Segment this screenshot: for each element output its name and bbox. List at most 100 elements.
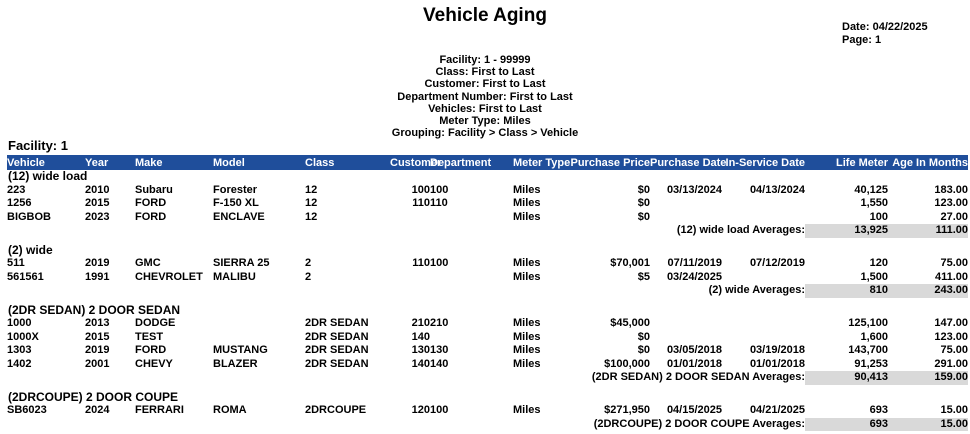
cell-meter-type: Miles (513, 210, 541, 223)
cell-department (430, 271, 513, 285)
cell-model: BLAZER (213, 357, 258, 370)
cell-age-in-months: 147.00 (934, 317, 968, 329)
cell-year: 2013 (85, 317, 110, 329)
group-average-age-in-months: 15.00 (888, 417, 968, 431)
cell-year: 2015 (85, 197, 110, 209)
vehicle-aging-table: Vehicle Year Make Model Class Customer D… (7, 155, 968, 431)
vehicle-row: 561561 1991 CHEVROLET MALIBU 2 Miles $5 03/24/2… (7, 271, 968, 285)
cell-meter-type: Miles (513, 330, 541, 343)
cell-age-in-months: 291.00 (934, 357, 968, 370)
cell-purchase-date (650, 331, 722, 345)
cell-class: 2 (305, 257, 312, 269)
cell-vehicle: 561561 (7, 270, 44, 283)
cell-vehicle: 1000 (7, 317, 32, 329)
vehicle-row: 1402 2001 CHEVY BLAZER 2DR SEDAN 140 140 Miles $… (7, 358, 968, 372)
col-header-age-in-months: Age In Months (888, 155, 968, 170)
cell-make: FORD (135, 210, 167, 223)
cell-meter-type: Miles (513, 357, 541, 370)
col-header-meter-type: Meter Type (513, 155, 571, 170)
cell-life-meter: 125,100 (848, 317, 888, 329)
cell-make: FERRARI (135, 404, 184, 416)
col-header-model: Model (213, 155, 305, 170)
cell-customer: 110 (412, 197, 430, 209)
col-header-vehicle: Vehicle (7, 155, 85, 170)
class-group-row: (12) wide load (7, 169, 968, 184)
group-averages-label: (2DR SEDAN) 2 DOOR SEDAN Averages: (591, 371, 805, 383)
group-average-age-in-months: 243.00 (888, 284, 968, 298)
cell-age-in-months: 15.00 (940, 404, 968, 416)
table-header-row: Vehicle Year Make Model Class Customer D… (7, 155, 968, 170)
cell-make: FORD (135, 344, 167, 356)
class-group-label: (2DRCOUPE) 2 DOOR COUPE (8, 389, 179, 404)
cell-in-service-date (722, 331, 805, 345)
filter-vehicles-range: Vehicles: First to Last (428, 102, 542, 115)
cell-class: 2 (305, 270, 312, 283)
class-group-label: (2) wide (8, 242, 53, 257)
vehicle-row: SB6023 2024 FERRARI ROMA 2DRCOUPE 120 100 Miles… (7, 404, 968, 418)
cell-age-in-months: 123.00 (934, 330, 968, 343)
cell-class: 2DRCOUPE (305, 404, 367, 416)
col-header-make: Make (135, 155, 213, 170)
col-header-year: Year (85, 155, 135, 170)
cell-year: 2015 (85, 330, 110, 343)
cell-make: FORD (135, 197, 167, 209)
cell-meter-type: Miles (513, 197, 541, 209)
report-date-line: Date: 04/22/2025 (842, 21, 928, 34)
report-page-line: Page: 1 (842, 34, 928, 47)
cell-year: 2019 (85, 344, 110, 356)
cell-vehicle: SB6023 (7, 404, 47, 416)
cell-meter-type: Miles (513, 183, 541, 196)
group-averages-label: (12) wide load Averages: (676, 224, 805, 236)
cell-purchase-date: 01/01/2018 (666, 357, 722, 370)
filter-class-range: Class: First to Last (435, 66, 535, 79)
cell-model: ENCLAVE (213, 210, 265, 223)
cell-life-meter: 91,253 (854, 357, 888, 370)
col-header-purchase-date: Purchase Date (650, 155, 727, 170)
cell-purchase-price: $70,001 (610, 257, 650, 269)
cell-class: 12 (305, 210, 318, 223)
cell-class: 2DR SEDAN (305, 317, 369, 329)
vehicle-row: 1303 2019 FORD MUSTANG 2DR SEDAN 130 130 Miles $… (7, 344, 968, 358)
class-group-row: (2) wide (7, 242, 968, 258)
cell-department: 210 (430, 317, 449, 329)
cell-age-in-months: 183.00 (934, 183, 968, 196)
cell-in-service-date (722, 271, 805, 285)
cell-purchase-date: 03/13/2024 (666, 183, 722, 196)
cell-meter-type: Miles (513, 270, 541, 283)
cell-purchase-price: $0 (637, 183, 650, 196)
group-average-life-meter: 810 (805, 284, 888, 298)
cell-purchase-date: 04/15/2025 (666, 404, 722, 416)
cell-customer: 210 (411, 317, 430, 329)
filter-meter-type: Meter Type: Miles (439, 115, 531, 128)
cell-customer: 140 (411, 330, 430, 343)
cell-in-service-date: 04/13/2024 (749, 183, 805, 196)
cell-department: 100 (430, 257, 449, 269)
cell-purchase-price: $5 (637, 270, 650, 283)
cell-year: 2019 (85, 257, 110, 269)
cell-department: 100 (430, 183, 449, 196)
cell-vehicle: 1303 (7, 344, 32, 356)
group-averages-row: (2) wide Averages: 810 243.00 (7, 284, 968, 298)
col-header-life-meter: Life Meter (805, 155, 888, 170)
vehicle-row: 1256 2015 FORD F-150 XL 12 110 110 Miles $0 1,550… (7, 197, 968, 211)
group-averages-label: (2) wide Averages: (708, 284, 805, 296)
cell-purchase-date: 03/24/2025 (666, 270, 722, 283)
cell-model (213, 331, 305, 345)
cell-department: 100 (430, 404, 449, 416)
filter-facility-range: Facility: 1 - 99999 (439, 54, 531, 66)
table-header: Vehicle Year Make Model Class Customer D… (7, 155, 968, 170)
cell-model (213, 317, 305, 331)
cell-vehicle: 1000X (7, 330, 39, 343)
filter-department-range: Department Number: First to Last (397, 90, 573, 103)
vehicle-row: BIGBOB 2023 FORD ENCLAVE 12 Miles $0 100 27.00 (7, 211, 968, 225)
cell-model: SIERRA 25 (213, 257, 270, 269)
cell-class: 2DR SEDAN (305, 344, 369, 356)
cell-meter-type: Miles (513, 257, 541, 269)
cell-in-service-date (722, 317, 805, 331)
cell-department: 110 (430, 197, 448, 209)
cell-year: 2010 (85, 183, 110, 196)
vehicle-row: 511 2019 GMC SIERRA 25 2 110 100 Miles $70,001 07… (7, 257, 968, 271)
cell-purchase-price: $0 (637, 197, 650, 209)
group-average-age-in-months: 111.00 (888, 224, 968, 238)
filter-customer-range: Customer: First to Last (424, 78, 546, 91)
